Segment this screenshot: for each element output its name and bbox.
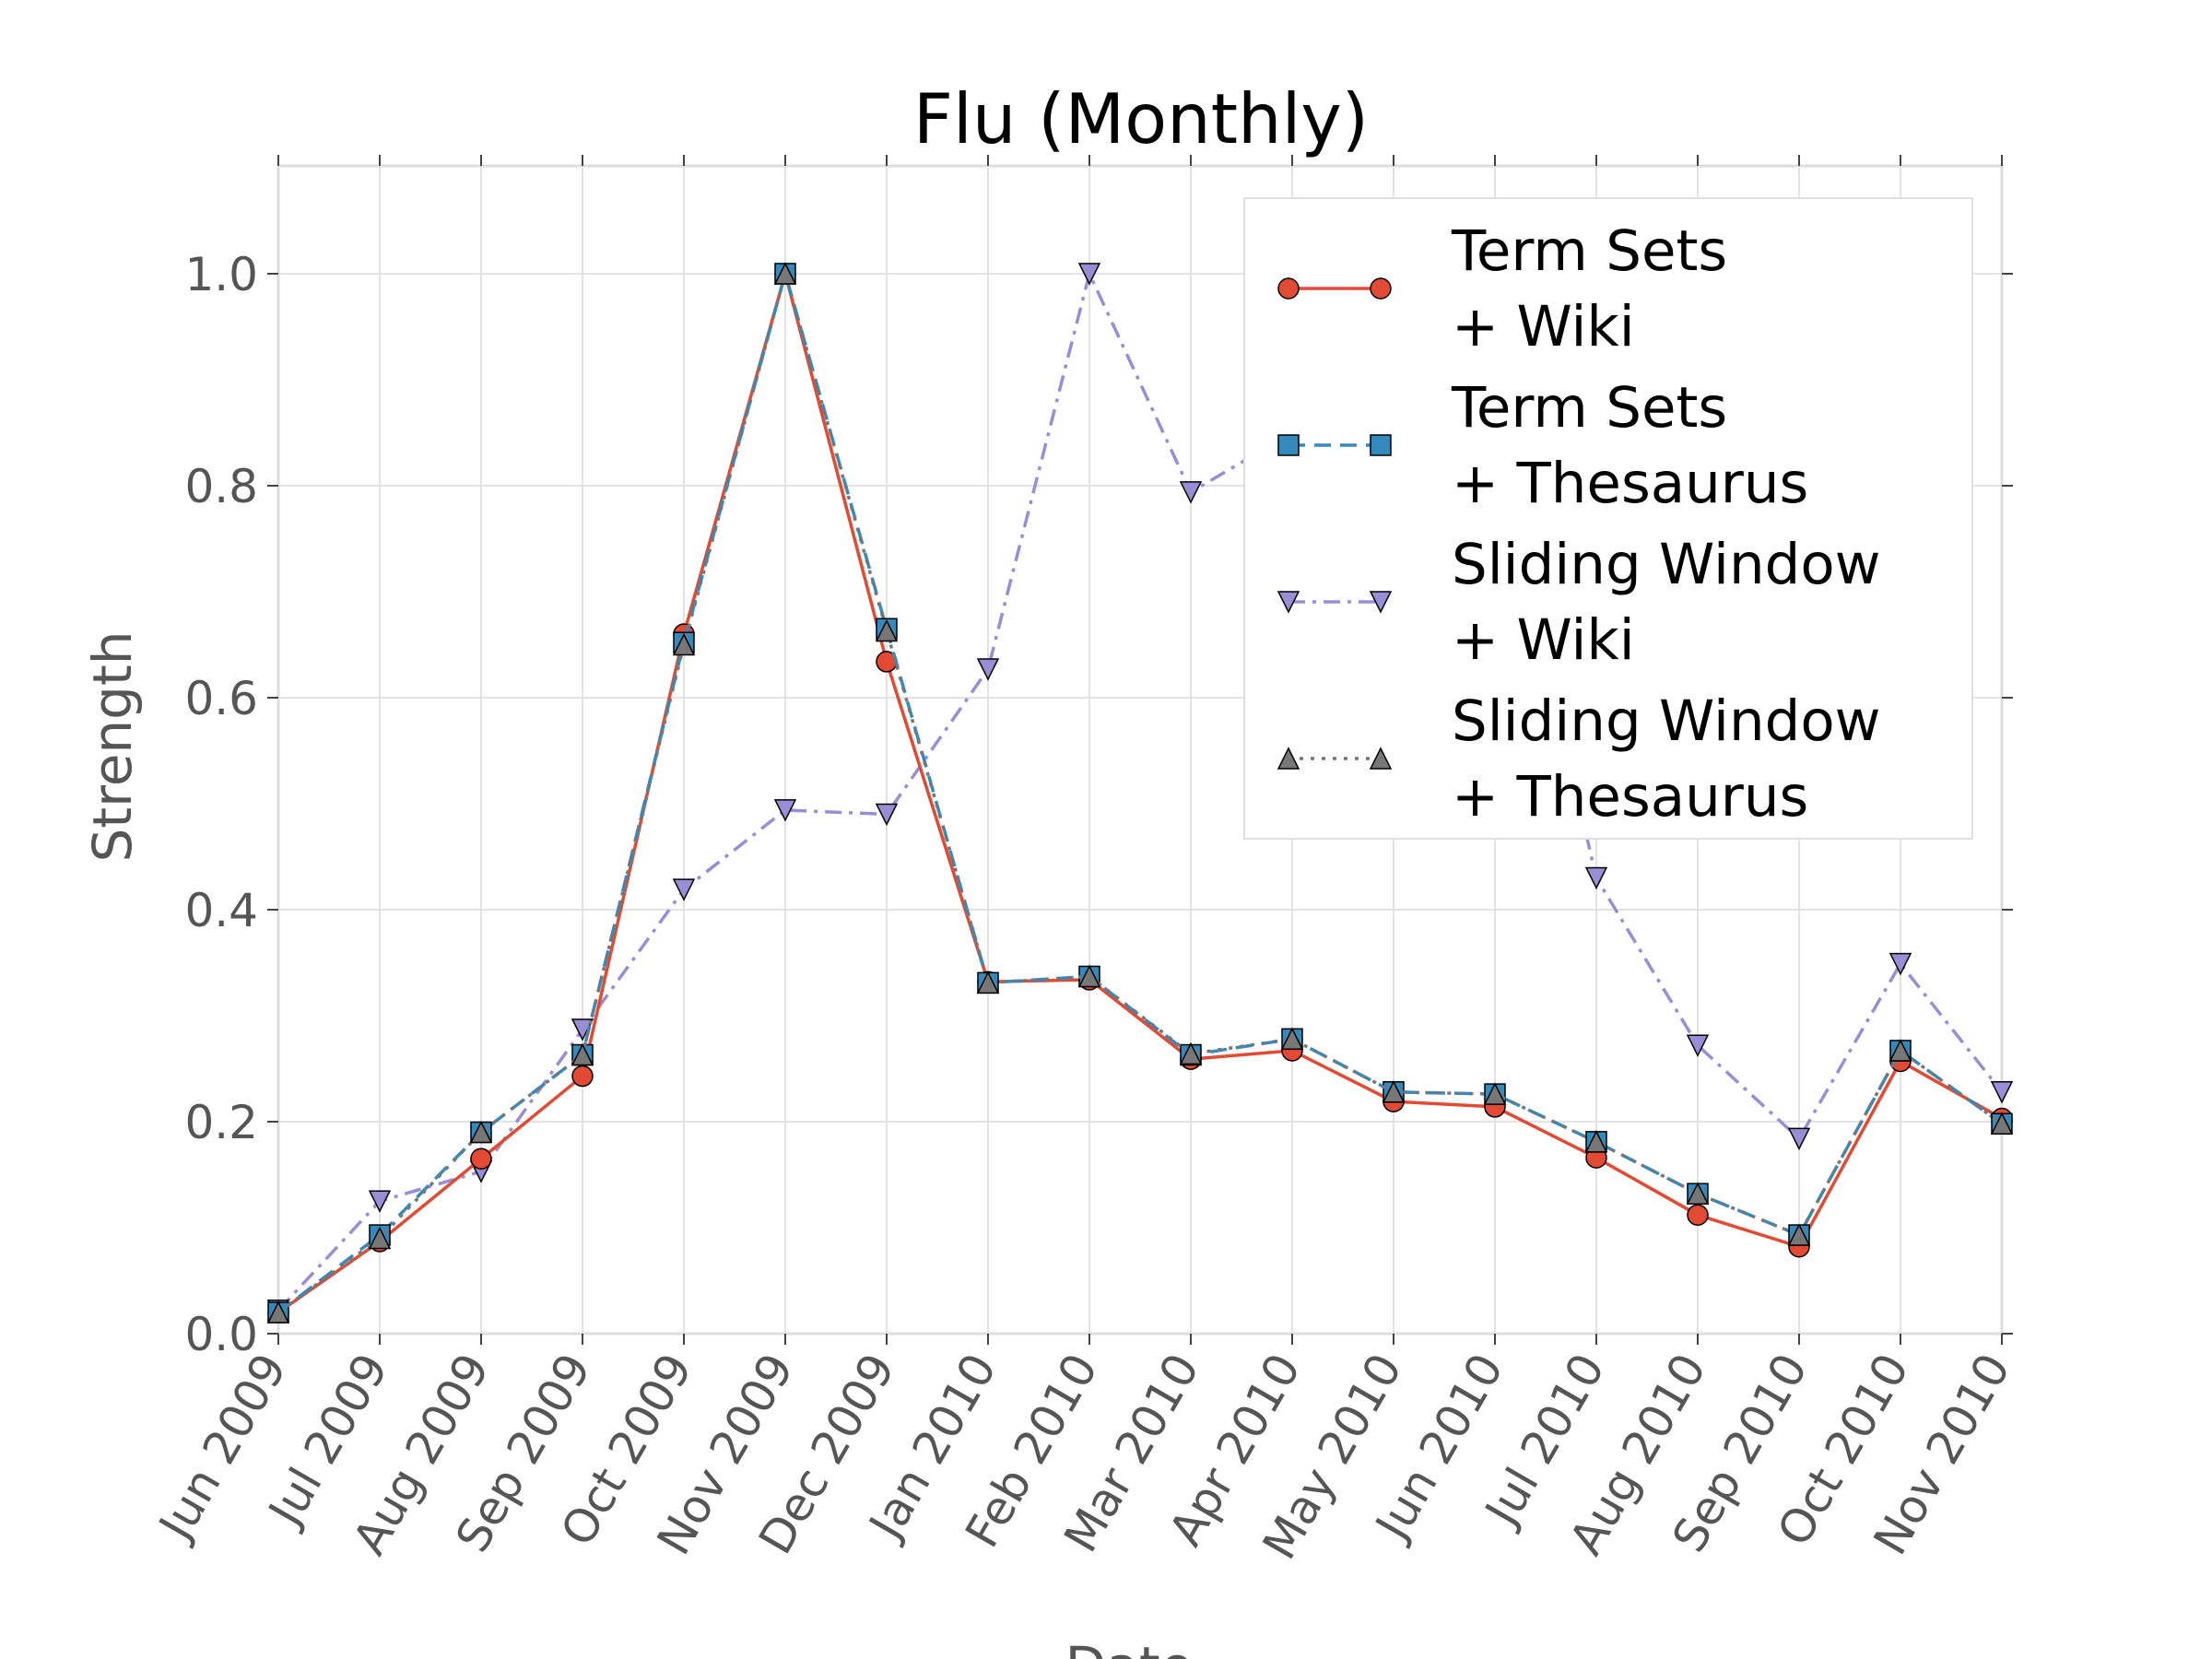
data-point <box>1280 1027 1304 1051</box>
data-point <box>773 262 797 285</box>
series-line <box>276 272 2004 1314</box>
data-point <box>1077 263 1101 286</box>
series-line <box>276 272 2004 1314</box>
legend-box <box>1243 197 1973 840</box>
data-point <box>1990 1081 2014 1104</box>
data-point <box>875 803 899 827</box>
legend-label: + Wiki <box>1452 294 1635 359</box>
data-point <box>976 658 1000 681</box>
data-point <box>1483 1082 1507 1105</box>
data-point <box>1787 1127 1811 1151</box>
legend-marker <box>1370 277 1392 300</box>
y-tick-label: 0.4 <box>184 884 258 937</box>
data-point <box>1584 866 1608 890</box>
data-point <box>571 1065 594 1088</box>
legend-item: Term Sets + Wiki <box>1277 218 1727 359</box>
data-point <box>266 1300 290 1324</box>
data-point <box>1687 1204 1709 1226</box>
legend-label: Term Sets <box>1451 375 1727 441</box>
data-point <box>1179 481 1203 504</box>
y-tick-label: 0.8 <box>184 460 258 513</box>
data-point <box>1077 964 1101 988</box>
y-tick-label: 0.6 <box>184 672 258 725</box>
data-point <box>1686 1182 1710 1205</box>
data-point <box>368 1226 392 1250</box>
data-point <box>470 1147 492 1170</box>
data-point <box>976 971 1000 994</box>
series-3 <box>266 262 2014 1324</box>
series-line <box>276 272 2004 1312</box>
data-point <box>469 1120 493 1144</box>
y-tick-label: 0.2 <box>184 1096 258 1149</box>
data-point <box>1686 1034 1710 1057</box>
data-point <box>1787 1223 1811 1246</box>
legend-label: Term Sets <box>1451 218 1727 284</box>
legend-marker <box>1369 591 1393 614</box>
data-point <box>672 632 696 656</box>
legend-label: Sliding Window <box>1452 688 1881 754</box>
legend-label: Sliding Window <box>1452 532 1881 597</box>
chart-title: Flu (Monthly) <box>913 78 1369 159</box>
data-point <box>1382 1080 1406 1103</box>
legend-item: Term Sets + Thesaurus <box>1277 375 1808 516</box>
y-tick-label: 1.0 <box>184 248 258 301</box>
y-axis-label: Strength <box>81 631 144 863</box>
legend-label: + Thesaurus <box>1452 764 1808 830</box>
legend-marker <box>1369 747 1393 770</box>
data-point <box>1990 1112 2014 1135</box>
data-point <box>1584 1130 1608 1153</box>
legend-marker <box>1277 591 1300 614</box>
data-point <box>1179 1041 1203 1065</box>
data-point <box>1888 1039 1912 1062</box>
series-group <box>266 262 2014 1324</box>
data-point <box>571 1042 594 1066</box>
legend-marker <box>1370 434 1392 456</box>
x-axis-label: Date <box>1065 1635 1194 1659</box>
legend-item: Sliding Window + Thesaurus <box>1277 688 1881 830</box>
legend-marker <box>1277 747 1300 770</box>
data-point <box>672 878 696 901</box>
data-point <box>773 799 797 822</box>
data-point <box>875 618 899 642</box>
legend-label: + Thesaurus <box>1452 451 1808 516</box>
data-point <box>368 1190 392 1213</box>
x-tick-label: Jun 2009 <box>147 1345 297 1550</box>
data-point <box>1888 952 1912 976</box>
legend-item: Sliding Window + Wiki <box>1277 532 1881 673</box>
legend-label: + Wiki <box>1452 607 1635 673</box>
legend-marker <box>1277 277 1300 300</box>
plot-frame <box>276 164 2004 1335</box>
legend-marker <box>1277 434 1300 456</box>
series-line <box>276 272 2003 1314</box>
y-tick-label: 0.0 <box>184 1308 258 1361</box>
